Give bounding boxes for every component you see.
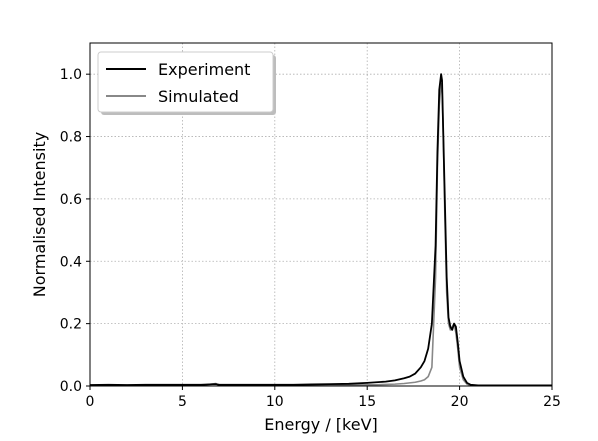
legend-label-simulated: Simulated	[158, 87, 239, 106]
legend: Experiment Simulated	[97, 51, 276, 115]
ticks: 0 5 10 15 20 25 0.0 0.2 0.4 0.6 0.8 1.0	[60, 67, 561, 410]
y-axis-label: Normalised Intensity	[30, 132, 49, 297]
x-tick-label: 15	[358, 394, 376, 410]
x-tick-label: 25	[543, 394, 561, 410]
y-tick-label: 1.0	[60, 67, 82, 83]
x-axis-label: Energy / [keV]	[264, 415, 378, 434]
y-tick-label: 0.6	[60, 192, 82, 208]
series-line-experiment	[89, 73, 552, 387]
x-tick-label: 20	[451, 394, 469, 410]
series-line-simulated	[90, 82, 552, 387]
x-tick-label: 0	[86, 394, 95, 410]
x-tick-label: 5	[178, 394, 187, 410]
legend-label-experiment: Experiment	[158, 60, 250, 79]
y-tick-label: 0.2	[60, 317, 82, 333]
y-tick-label: 0.4	[60, 254, 82, 270]
x-tick-label: 10	[266, 394, 284, 410]
y-tick-label: 0.0	[60, 379, 82, 395]
plot-frame	[89, 42, 553, 387]
series-layer	[89, 73, 552, 387]
y-tick-label: 0.8	[60, 130, 82, 146]
